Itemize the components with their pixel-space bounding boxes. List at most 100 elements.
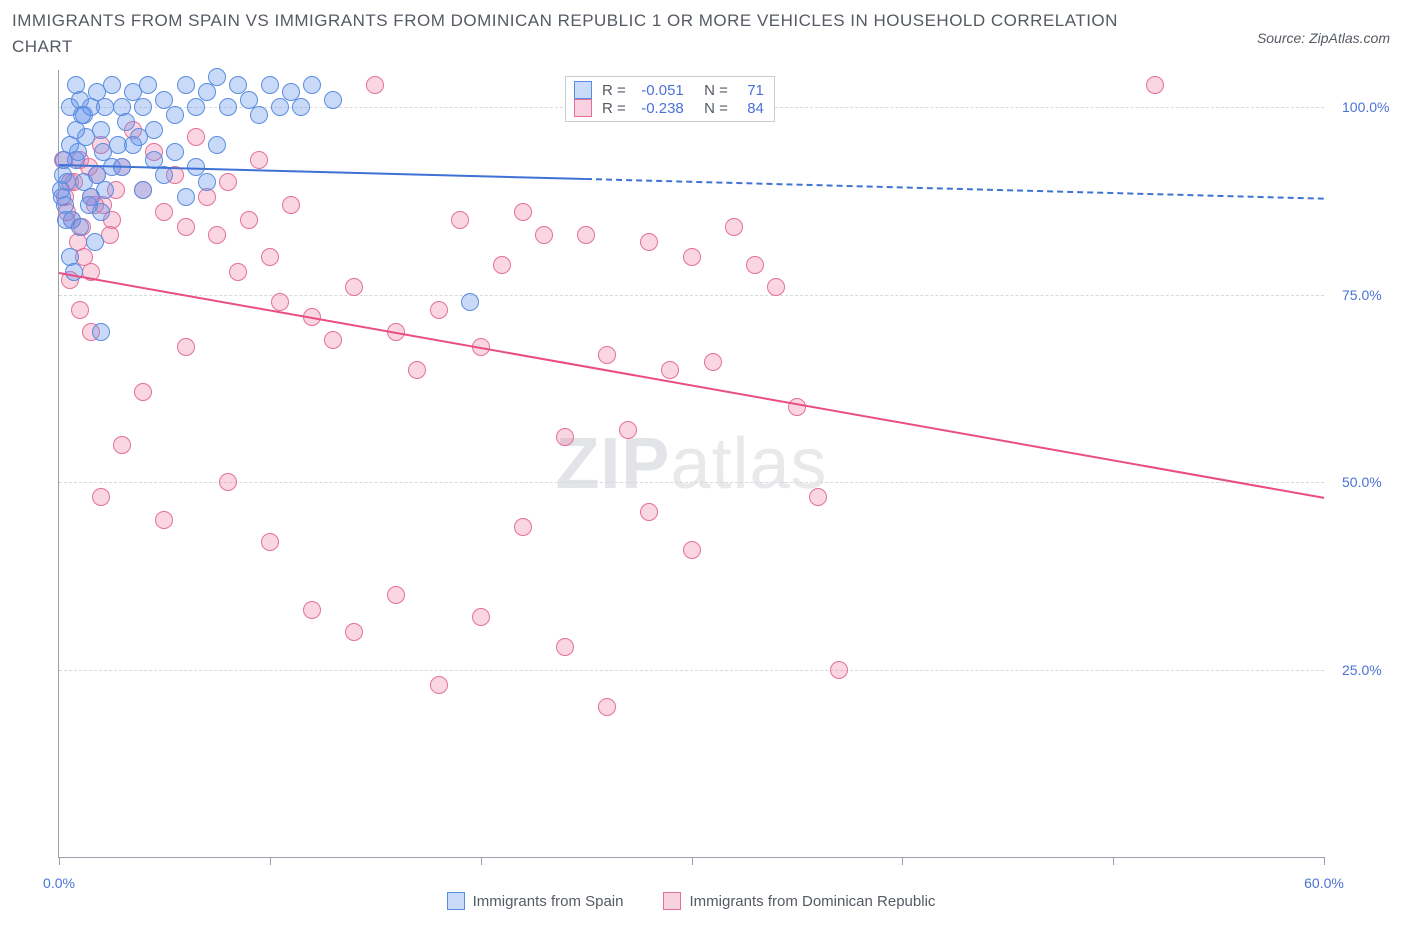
y-tick-label: 75.0% <box>1342 287 1382 303</box>
legend-label: Immigrants from Dominican Republic <box>689 893 935 910</box>
marker-spain <box>261 76 279 94</box>
title-row: IMMIGRANTS FROM SPAIN VS IMMIGRANTS FROM… <box>12 8 1394 59</box>
plot-region: ZIPatlas 25.0%50.0%75.0%100.0%0.0%60.0%R… <box>58 70 1324 858</box>
marker-spain <box>292 98 310 116</box>
marker-spain <box>124 136 142 154</box>
stats-row-spain: R = -0.051 N = 71 <box>574 81 764 99</box>
chart-title: IMMIGRANTS FROM SPAIN VS IMMIGRANTS FROM… <box>12 8 1132 59</box>
marker-dr <box>640 503 658 521</box>
swatch-dr <box>574 99 592 117</box>
marker-spain <box>303 76 321 94</box>
marker-dr <box>809 488 827 506</box>
marker-dr <box>472 608 490 626</box>
legend-bottom: Immigrants from Spain Immigrants from Dom… <box>58 892 1324 910</box>
x-tick-label: 60.0% <box>1304 875 1344 891</box>
x-tick <box>59 857 60 865</box>
marker-dr <box>725 218 743 236</box>
y-tick-label: 25.0% <box>1342 662 1382 678</box>
marker-dr <box>229 263 247 281</box>
watermark-atlas: atlas <box>670 424 827 504</box>
marker-spain <box>166 143 184 161</box>
marker-dr <box>271 293 289 311</box>
marker-dr <box>535 226 553 244</box>
marker-spain <box>198 83 216 101</box>
stats-r-label: R = <box>602 82 626 99</box>
legend-item-dr: Immigrants from Dominican Republic <box>663 892 935 910</box>
regression-line-spain-dashed <box>586 178 1324 200</box>
marker-spain <box>86 233 104 251</box>
x-tick <box>270 857 271 865</box>
marker-spain <box>208 68 226 86</box>
marker-spain <box>57 211 75 229</box>
marker-dr <box>598 346 616 364</box>
x-tick-label: 0.0% <box>43 875 75 891</box>
marker-spain <box>139 76 157 94</box>
stats-n-value: 71 <box>734 82 764 99</box>
marker-dr <box>640 233 658 251</box>
gridline-h <box>59 670 1324 671</box>
marker-dr <box>577 226 595 244</box>
marker-dr <box>451 211 469 229</box>
marker-dr <box>219 173 237 191</box>
stats-r-label: R = <box>602 100 626 117</box>
marker-spain <box>177 76 195 94</box>
marker-spain <box>92 323 110 341</box>
marker-dr <box>366 76 384 94</box>
marker-spain <box>134 181 152 199</box>
marker-spain <box>103 76 121 94</box>
marker-spain <box>461 293 479 311</box>
marker-spain <box>52 181 70 199</box>
marker-dr <box>430 301 448 319</box>
marker-spain <box>65 263 83 281</box>
marker-dr <box>261 248 279 266</box>
marker-dr <box>830 661 848 679</box>
marker-dr <box>92 488 110 506</box>
x-tick <box>902 857 903 865</box>
marker-spain <box>80 196 98 214</box>
marker-dr <box>155 203 173 221</box>
marker-spain <box>208 136 226 154</box>
marker-spain <box>198 173 216 191</box>
marker-dr <box>1146 76 1164 94</box>
marker-dr <box>430 676 448 694</box>
marker-spain <box>73 106 91 124</box>
legend-label: Immigrants from Spain <box>473 893 624 910</box>
x-tick <box>1113 857 1114 865</box>
marker-dr <box>345 623 363 641</box>
marker-dr <box>387 586 405 604</box>
marker-dr <box>619 421 637 439</box>
stats-box: R = -0.051 N = 71R = -0.238 N = 84 <box>565 76 775 122</box>
marker-spain <box>324 91 342 109</box>
marker-spain <box>94 143 112 161</box>
marker-spain <box>219 98 237 116</box>
source-label: Source: ZipAtlas.com <box>1257 30 1390 46</box>
legend-item-spain: Immigrants from Spain <box>447 892 624 910</box>
scatter-correlation-chart: IMMIGRANTS FROM SPAIN VS IMMIGRANTS FROM… <box>0 0 1406 930</box>
marker-dr <box>661 361 679 379</box>
marker-dr <box>704 353 722 371</box>
marker-dr <box>598 698 616 716</box>
marker-spain <box>145 121 163 139</box>
marker-dr <box>113 436 131 454</box>
marker-dr <box>250 151 268 169</box>
marker-dr <box>187 128 205 146</box>
marker-dr <box>324 331 342 349</box>
stats-row-dr: R = -0.238 N = 84 <box>574 99 764 117</box>
marker-dr <box>408 361 426 379</box>
legend-swatch-dr <box>663 892 681 910</box>
marker-spain <box>271 98 289 116</box>
marker-spain <box>177 188 195 206</box>
marker-dr <box>177 218 195 236</box>
marker-spain <box>250 106 268 124</box>
marker-dr <box>219 473 237 491</box>
marker-dr <box>240 211 258 229</box>
marker-spain <box>117 113 135 131</box>
x-tick <box>692 857 693 865</box>
marker-dr <box>556 638 574 656</box>
stats-n-label: N = <box>704 100 728 117</box>
x-tick <box>1324 857 1325 865</box>
marker-dr <box>556 428 574 446</box>
y-tick-label: 100.0% <box>1342 99 1389 115</box>
marker-dr <box>493 256 511 274</box>
regression-line-dr-solid <box>59 272 1324 499</box>
